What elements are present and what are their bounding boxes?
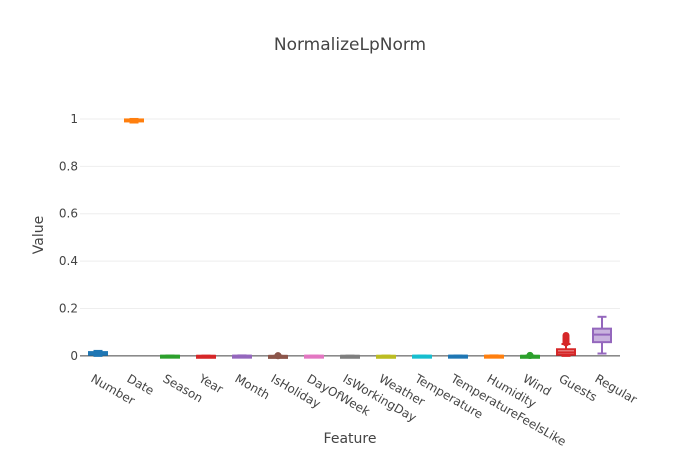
box-season[interactable] <box>160 354 180 359</box>
outlier-point <box>562 332 570 340</box>
box-year[interactable] <box>196 354 216 359</box>
y-tick-label: 0.6 <box>59 207 78 221</box>
x-tick-label: Regular <box>593 371 640 406</box>
box-wind[interactable] <box>520 351 540 360</box>
box-humidity[interactable] <box>484 354 504 359</box>
box-isworkingday[interactable] <box>340 354 360 359</box>
grid-layer <box>80 118 620 357</box>
box-temperature[interactable] <box>412 354 432 359</box>
y-tick-label: 1 <box>70 112 78 126</box>
x-tick-label: Month <box>233 371 273 402</box>
y-tick-label: 0.2 <box>59 302 78 316</box>
y-tick-label: 0 <box>70 349 78 363</box>
box-temperaturefeelslike[interactable] <box>448 354 468 359</box>
box-dayofweek[interactable] <box>304 354 324 359</box>
x-axis-title: Feature <box>324 431 377 447</box>
box-isholiday[interactable] <box>268 352 288 360</box>
x-tick-label: Season <box>161 371 206 405</box>
chart-title: NormalizeLpNorm <box>274 35 426 55</box>
box-date[interactable] <box>124 117 144 124</box>
y-tick-label: 0.4 <box>59 254 78 268</box>
box-weather[interactable] <box>376 354 396 359</box>
box-regular[interactable] <box>592 315 612 355</box>
x-tick-label: Guests <box>557 371 600 404</box>
y-tick-label: 0.8 <box>59 159 78 173</box>
boxes-layer <box>88 117 612 360</box>
y-tick-labels: 0 0.2 0.4 0.6 0.8 1 <box>59 112 78 363</box>
box-month[interactable] <box>232 354 252 359</box>
outlier-point <box>274 352 282 360</box>
outlier-point <box>526 351 534 359</box>
box-guests[interactable] <box>556 332 576 357</box>
y-axis-title: Value <box>31 216 47 254</box>
box-number[interactable] <box>88 349 108 357</box>
